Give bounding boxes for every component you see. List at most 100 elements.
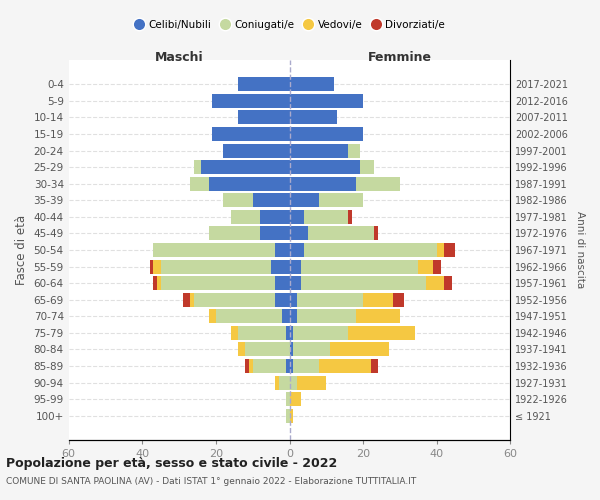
Bar <box>349 326 415 340</box>
Bar <box>275 376 278 390</box>
Bar <box>209 176 290 191</box>
Bar <box>223 144 290 158</box>
Bar <box>194 292 275 306</box>
Bar <box>437 243 444 257</box>
Bar <box>209 309 216 324</box>
Bar <box>349 144 359 158</box>
Bar <box>245 342 290 356</box>
Bar <box>319 194 363 207</box>
Bar <box>290 160 359 174</box>
Bar <box>212 94 290 108</box>
Bar <box>444 243 455 257</box>
Bar <box>290 94 363 108</box>
Bar <box>216 309 282 324</box>
Bar <box>297 376 326 390</box>
Bar <box>161 276 275 290</box>
Bar <box>190 292 194 306</box>
Bar <box>260 210 290 224</box>
Bar <box>356 309 400 324</box>
Bar <box>426 276 444 290</box>
Bar <box>290 194 319 207</box>
Bar <box>330 342 389 356</box>
Bar <box>290 110 337 124</box>
Bar <box>286 392 290 406</box>
Bar <box>290 276 301 290</box>
Bar <box>290 176 356 191</box>
Bar <box>230 326 238 340</box>
Bar <box>238 342 245 356</box>
Bar <box>253 359 286 373</box>
Bar <box>444 276 452 290</box>
Bar <box>286 359 290 373</box>
Bar <box>418 260 433 274</box>
Bar <box>290 243 304 257</box>
Bar <box>301 276 426 290</box>
Bar <box>293 359 319 373</box>
Bar <box>238 326 286 340</box>
Bar <box>149 260 154 274</box>
Bar <box>290 226 308 240</box>
Bar <box>290 392 301 406</box>
Bar <box>238 110 290 124</box>
Bar <box>290 408 293 422</box>
Bar <box>290 359 293 373</box>
Y-axis label: Fasce di età: Fasce di età <box>15 215 28 285</box>
Bar <box>297 292 363 306</box>
Bar <box>154 276 157 290</box>
Bar <box>363 292 392 306</box>
Y-axis label: Anni di nascita: Anni di nascita <box>575 212 585 288</box>
Bar <box>308 226 374 240</box>
Bar <box>161 260 271 274</box>
Bar <box>238 78 290 92</box>
Bar <box>275 243 290 257</box>
Bar <box>271 260 290 274</box>
Bar <box>253 194 290 207</box>
Bar <box>374 226 378 240</box>
Legend: Celibi/Nubili, Coniugati/e, Vedovi/e, Divorziati/e: Celibi/Nubili, Coniugati/e, Vedovi/e, Di… <box>130 16 449 34</box>
Bar <box>201 160 290 174</box>
Bar <box>154 260 161 274</box>
Text: Maschi: Maschi <box>155 52 203 64</box>
Text: COMUNE DI SANTA PAOLINA (AV) - Dati ISTAT 1° gennaio 2022 - Elaborazione TUTTITA: COMUNE DI SANTA PAOLINA (AV) - Dati ISTA… <box>6 478 416 486</box>
Bar <box>260 226 290 240</box>
Bar <box>275 276 290 290</box>
Bar <box>293 326 349 340</box>
Bar <box>392 292 404 306</box>
Bar <box>223 194 253 207</box>
Bar <box>194 160 201 174</box>
Bar <box>286 326 290 340</box>
Bar <box>245 359 249 373</box>
Bar <box>293 342 330 356</box>
Bar <box>154 243 275 257</box>
Bar <box>359 160 374 174</box>
Bar <box>249 359 253 373</box>
Bar <box>282 309 290 324</box>
Text: Popolazione per età, sesso e stato civile - 2022: Popolazione per età, sesso e stato civil… <box>6 458 337 470</box>
Bar <box>290 342 293 356</box>
Bar <box>290 292 297 306</box>
Bar <box>190 176 209 191</box>
Bar <box>319 359 371 373</box>
Bar <box>290 309 297 324</box>
Bar <box>157 276 161 290</box>
Bar <box>290 376 297 390</box>
Bar <box>278 376 290 390</box>
Bar <box>297 309 356 324</box>
Bar <box>212 127 290 141</box>
Bar <box>290 144 349 158</box>
Bar <box>290 326 293 340</box>
Bar <box>290 260 301 274</box>
Bar <box>230 210 260 224</box>
Text: Femmine: Femmine <box>368 52 432 64</box>
Bar <box>301 260 418 274</box>
Bar <box>356 176 400 191</box>
Bar <box>304 243 437 257</box>
Bar <box>183 292 190 306</box>
Bar <box>290 210 304 224</box>
Bar <box>304 210 349 224</box>
Bar <box>290 78 334 92</box>
Bar <box>275 292 290 306</box>
Bar <box>371 359 378 373</box>
Bar <box>286 408 290 422</box>
Bar <box>349 210 352 224</box>
